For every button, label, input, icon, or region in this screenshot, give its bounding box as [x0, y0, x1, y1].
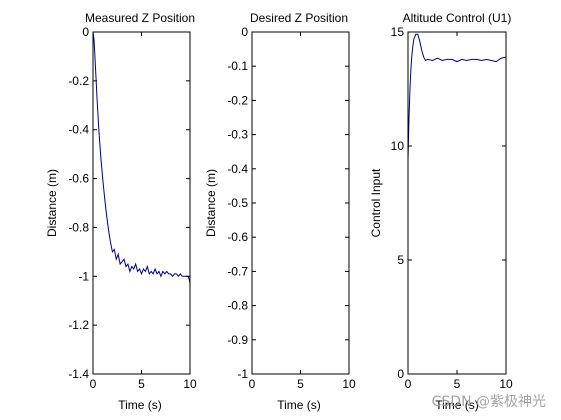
- x-axis-label: Time (s): [277, 398, 321, 412]
- y-axis-label: Distance (m): [204, 169, 218, 237]
- y-tick-label: -1: [78, 269, 89, 283]
- axes-frame: [407, 31, 507, 375]
- y-tick-label: 0: [397, 367, 404, 381]
- x-axis-label: Time (s): [118, 398, 162, 412]
- y-tick-label: -0.4: [68, 123, 89, 137]
- series-line: [92, 31, 191, 284]
- x-tick-label: 0: [90, 377, 97, 391]
- y-tick-label: -0.9: [227, 333, 248, 347]
- tick-labels: 0 5 10 0 -0.2 -0.4 -0.6 -0.8 -1 -1.2 -1.4: [68, 25, 197, 391]
- y-tick-label: -0.5: [227, 196, 248, 210]
- y-tick-label: -0.1: [227, 59, 248, 73]
- y-tick-label: -0.6: [227, 230, 248, 244]
- y-tick-label: 10: [391, 139, 405, 153]
- y-tick-label: -0.8: [68, 220, 89, 234]
- altitude-control-panel: Altitude Control (U1) Time (s) Control I…: [369, 11, 513, 412]
- panel-title: Altitude Control (U1): [403, 11, 512, 25]
- y-tick-label: -0.4: [227, 162, 248, 176]
- y-axis-label: Distance (m): [45, 169, 59, 237]
- y-tick-label: -1.4: [68, 367, 89, 381]
- x-tick-label: 10: [342, 377, 356, 391]
- x-axis-label: Time (s): [435, 398, 479, 412]
- x-tick-label: 10: [183, 377, 197, 391]
- y-tick-label: -1.2: [68, 318, 89, 332]
- y-tick-label: -0.8: [227, 299, 248, 313]
- series-layer: [407, 33, 507, 160]
- y-tick-label: -0.2: [227, 93, 248, 107]
- axes-frame: [92, 31, 191, 375]
- series-line: [407, 33, 507, 160]
- tick-labels: 0 5 10 0 5 10 15: [391, 25, 513, 391]
- tick-labels: 0 5 10 0 -0.1 -0.2 -0.3 -0.4 -0.5 -0.6 -0.7 -0.8 -0.…: [227, 25, 356, 391]
- series-layer: [92, 31, 191, 284]
- x-tick-label: 5: [138, 377, 145, 391]
- x-tick-label: 5: [454, 377, 461, 391]
- y-tick-label: -0.7: [227, 264, 248, 278]
- y-tick-label: -0.6: [68, 172, 89, 186]
- desired-z-position-panel: Desired Z Position Time (s) Distance (m)…: [204, 11, 356, 412]
- x-tick-label: 10: [499, 377, 513, 391]
- y-tick-label: -1: [237, 367, 248, 381]
- panel-title: Desired Z Position: [250, 11, 348, 25]
- x-tick-label: 0: [405, 377, 412, 391]
- watermark-text: CSDN @紫极神光: [432, 394, 546, 410]
- axes-frame: [251, 31, 350, 375]
- y-tick-label: 0: [82, 25, 89, 39]
- x-tick-label: 0: [249, 377, 256, 391]
- y-tick-label: -0.3: [227, 128, 248, 142]
- y-tick-label: 15: [391, 25, 405, 39]
- y-tick-label: -0.2: [68, 74, 89, 88]
- measured-z-position-panel: Measured Z Position Time (s) Distance (m…: [45, 11, 197, 412]
- y-tick-label: 5: [397, 253, 404, 267]
- x-tick-label: 5: [297, 377, 304, 391]
- y-axis-label: Control Input: [369, 168, 383, 237]
- panel-title: Measured Z Position: [85, 11, 195, 25]
- y-tick-label: 0: [241, 25, 248, 39]
